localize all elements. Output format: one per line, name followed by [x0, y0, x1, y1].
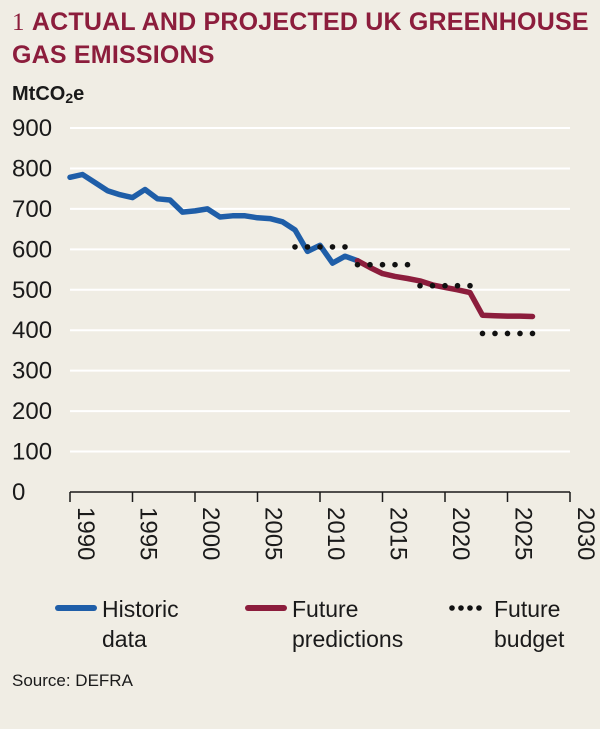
- legend-label-2-line1: Future: [494, 596, 560, 622]
- x-axis: 1990 1995 2000 2005 2010 2015 2020 2025 2030: [69, 491, 599, 560]
- budget-dot-3-0: [479, 330, 486, 337]
- x-tick-label-2010: 2010: [322, 507, 349, 560]
- legend-label-1-line2: predictions: [292, 626, 403, 652]
- y-tick-label-800: 800: [12, 155, 52, 182]
- x-tick-label-2015: 2015: [385, 507, 412, 560]
- budget-dot-0-2: [317, 244, 323, 250]
- x-tick-label-1990: 1990: [72, 507, 99, 560]
- historic-series-line: [67, 171, 361, 266]
- chart-title-text: ACTUAL AND PROJECTED UK GREENHOUSE GAS E…: [12, 8, 589, 69]
- budget-dot-1-4: [404, 261, 411, 268]
- x-tick-label-2020: 2020: [447, 507, 474, 560]
- legend-dot-3: [476, 605, 482, 611]
- budget-dot-1-3: [392, 261, 398, 268]
- unit-main: MtCO: [12, 83, 66, 105]
- y-tick-label-100: 100: [12, 439, 52, 466]
- budget-dot-3-3: [517, 330, 523, 337]
- x-tick-label-1995: 1995: [135, 507, 162, 560]
- legend-dot-1: [458, 605, 464, 611]
- budget-dot-0-3: [329, 244, 336, 250]
- legend-label-0-line1: Historic: [102, 596, 179, 622]
- legend-label-1-line1: Future: [292, 596, 358, 622]
- budget-dot-1-0: [354, 261, 361, 268]
- y-axis-unit: MtCO2e: [12, 83, 84, 106]
- source-note: Source: DEFRA: [12, 671, 133, 690]
- budget-dot-2-2: [442, 282, 448, 289]
- budget-dot-1-1: [367, 261, 373, 268]
- unit-suffix: e: [73, 83, 85, 105]
- budget-dot-0-1: [304, 244, 311, 250]
- budget-dot-0-4: [342, 244, 348, 250]
- y-tick-label-700: 700: [12, 196, 52, 223]
- legend-label-0-line2: data: [102, 626, 147, 652]
- x-tick-label-2005: 2005: [260, 507, 287, 560]
- budget-dot-2-1: [429, 282, 436, 289]
- budget-dot-1-2: [379, 261, 386, 268]
- y-tick-label-500: 500: [12, 277, 52, 304]
- series-group: [67, 171, 536, 337]
- unit-subscript: 2: [65, 90, 74, 106]
- y-tick-label-200: 200: [12, 398, 52, 425]
- budget-dot-2-0: [417, 282, 423, 289]
- x-tick-label-2000: 2000: [197, 507, 224, 560]
- budget-dot-3-2: [504, 330, 511, 337]
- gridlines: [70, 127, 570, 453]
- legend: Historic data Future predictions Future budge…: [55, 596, 565, 652]
- future-series-line: [354, 257, 536, 320]
- y-tick-label-0: 0: [12, 479, 25, 506]
- budget-dot-2-3: [454, 282, 461, 289]
- legend-dot-2: [467, 605, 473, 611]
- y-axis-ticks: 0 100 200 300 400 500 600 700 800 900: [12, 115, 52, 506]
- y-tick-label-600: 600: [12, 236, 52, 263]
- y-tick-label-900: 900: [12, 115, 52, 142]
- budget-dot-2-4: [467, 282, 473, 289]
- chart-title: 1 ACTUAL AND PROJECTED UK GREENHOUSE GAS…: [12, 6, 592, 71]
- budget-dot-3-4: [529, 330, 536, 337]
- budget-dot-0-0: [292, 244, 298, 250]
- legend-dot-0: [449, 605, 455, 611]
- y-tick-label-400: 400: [12, 317, 52, 344]
- budget-dot-3-1: [492, 330, 498, 337]
- x-tick-label-2030: 2030: [572, 507, 599, 560]
- chart-number: 1: [12, 9, 25, 36]
- y-tick-label-300: 300: [12, 358, 52, 385]
- legend-label-2-line2: budget: [494, 626, 565, 652]
- x-tick-label-2025: 2025: [510, 507, 537, 560]
